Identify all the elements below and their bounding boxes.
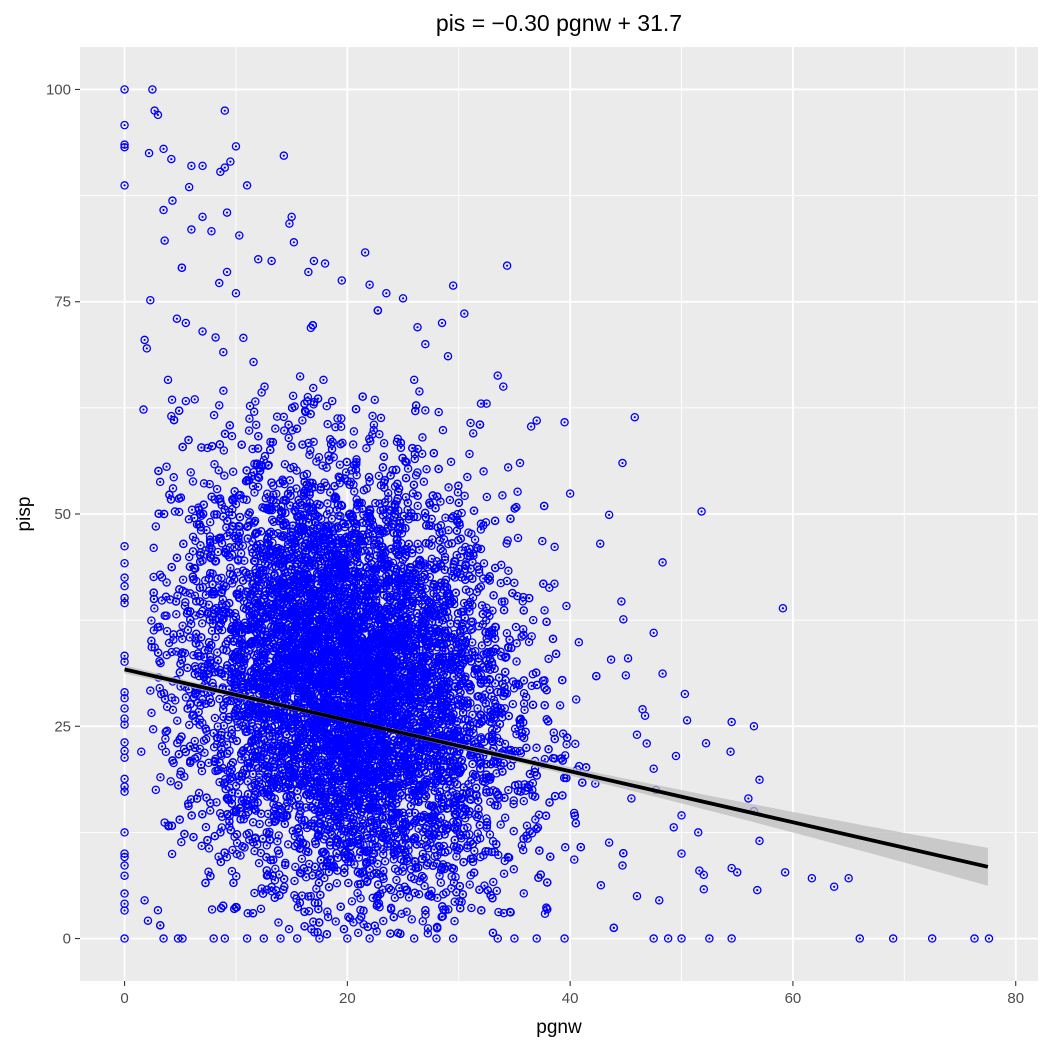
cloud-point bbox=[172, 716, 182, 725]
cloud-point bbox=[479, 559, 489, 568]
cloud-point bbox=[226, 563, 235, 573]
cloud-point bbox=[500, 813, 510, 822]
cloud-point bbox=[280, 459, 290, 469]
cloud-point bbox=[153, 906, 163, 915]
cloud-point bbox=[185, 633, 195, 642]
cloud-point bbox=[271, 424, 280, 433]
cloud-point bbox=[256, 904, 266, 914]
cloud-point bbox=[544, 654, 553, 664]
cloud-point bbox=[185, 720, 194, 730]
cloud-point bbox=[210, 713, 220, 723]
cloud-point bbox=[417, 449, 427, 459]
cloud-point bbox=[513, 533, 523, 543]
cloud-point bbox=[222, 740, 232, 749]
cloud-point bbox=[312, 457, 321, 466]
cloud-point bbox=[157, 742, 167, 751]
cloud-point bbox=[422, 464, 431, 474]
cloud-point bbox=[402, 907, 411, 916]
cloud-point bbox=[512, 502, 521, 512]
cloud-point bbox=[197, 619, 207, 628]
major-gridlines bbox=[80, 47, 1038, 981]
cloud-point bbox=[606, 655, 616, 664]
cloud-point bbox=[212, 798, 221, 807]
cloud-point bbox=[327, 514, 337, 524]
cloud-point bbox=[151, 522, 161, 531]
cloud-point bbox=[257, 884, 266, 893]
cloud-point bbox=[177, 837, 186, 847]
cloud-point bbox=[244, 426, 254, 435]
